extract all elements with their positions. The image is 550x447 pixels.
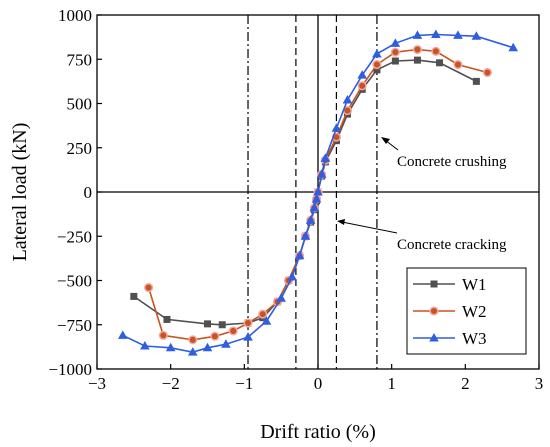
- data-point-w2-3: [210, 331, 220, 341]
- data-point-w1-22: [436, 59, 444, 67]
- data-point-w2-1: [158, 330, 168, 340]
- data-point-w3-23: [412, 30, 423, 39]
- data-point-w3-5: [221, 339, 231, 348]
- legend-items: W1 W2 W3: [413, 275, 487, 348]
- data-point-w3-27: [508, 42, 519, 52]
- data-point-w1-3: [218, 321, 226, 329]
- data-point-w3-24: [431, 29, 441, 38]
- data-point-w2-4: [228, 326, 238, 336]
- data-point-w3-11: [300, 231, 311, 240]
- x-tick-label-0: −3: [88, 374, 106, 393]
- annotation-cracking-arrowhead: [337, 219, 345, 225]
- data-point-w1-1: [163, 315, 171, 323]
- ticks: −3 −2 −1 0 1 2 3 −1000 −750 −500 −250 0 250 500 750 100…: [48, 6, 543, 393]
- data-point-w1-2: [204, 320, 211, 328]
- data-point-w2-2: [188, 335, 198, 345]
- data-point-w3-22: [390, 38, 401, 47]
- data-point-w2-6: [258, 309, 268, 319]
- legend: W1 W2 W3: [406, 267, 527, 355]
- data-point-w3-19: [342, 94, 353, 104]
- data-point-w1-0: [130, 292, 138, 300]
- data-point-w2-22: [412, 44, 423, 55]
- data-point-w3-6: [243, 332, 253, 341]
- y-tick-label-1: −750: [57, 316, 92, 335]
- y-tick-label-5: 250: [67, 139, 93, 158]
- data-point-w2-0: [144, 283, 154, 293]
- series-layer: [117, 29, 519, 356]
- x-tick-label-1: −2: [162, 374, 180, 393]
- data-point-w2-24: [453, 60, 463, 70]
- x-tick-label-5: 2: [461, 374, 470, 393]
- data-point-w3-0: [117, 330, 128, 339]
- legend-label-w1: W1: [462, 275, 487, 294]
- legend-label-w2: W2: [462, 302, 487, 321]
- data-point-w3-15: [313, 187, 323, 196]
- x-tick-label-2: −1: [235, 374, 253, 393]
- data-point-w3-25: [453, 30, 463, 39]
- y-tick-label-3: −250: [57, 227, 92, 246]
- y-axis-label: Lateral load (kN): [9, 123, 31, 262]
- series-w3: [117, 29, 519, 356]
- annotation-cracking: Concrete cracking: [337, 219, 507, 253]
- annotation-crushing-text: Concrete crushing: [397, 154, 507, 170]
- data-point-w3-21: [372, 48, 382, 58]
- y-tick-label-7: 750: [67, 50, 93, 69]
- y-tick-label-0: −1000: [48, 360, 92, 379]
- data-point-w3-20: [357, 70, 367, 79]
- annotation-crushing-arrowhead: [381, 137, 390, 144]
- data-point-w3-2: [165, 342, 176, 352]
- data-point-w2-19: [357, 81, 367, 91]
- data-point-w2-25: [482, 67, 492, 78]
- data-point-w3-8: [276, 293, 286, 302]
- legend-label-w3: W3: [462, 329, 487, 348]
- data-point-w3-9: [287, 271, 298, 281]
- y-tick-label-2: −500: [57, 272, 92, 291]
- data-point-w2-23: [431, 46, 441, 56]
- data-point-w3-7: [261, 316, 272, 325]
- data-point-w2-21: [390, 47, 400, 57]
- data-point-w3-10: [294, 250, 305, 260]
- data-point-w3-13: [309, 202, 320, 212]
- data-point-w3-26: [471, 31, 482, 40]
- data-point-w1-19: [373, 66, 381, 74]
- y-tick-label-4: 0: [84, 183, 93, 202]
- data-point-w3-16: [316, 169, 327, 178]
- series-line-w3: [122, 33, 514, 354]
- data-point-w2-5: [243, 318, 253, 328]
- data-point-w3-14: [311, 194, 322, 203]
- x-tick-label-6: 3: [535, 374, 544, 393]
- legend-marker-w1: [430, 280, 438, 288]
- x-tick-label-4: 1: [387, 374, 396, 393]
- data-point-w3-18: [331, 123, 342, 132]
- data-point-w3-3: [187, 347, 198, 356]
- annotation-cracking-text: Concrete cracking: [397, 237, 507, 253]
- data-point-w3-17: [320, 153, 331, 162]
- annotation-cracking-leader: [341, 221, 398, 234]
- x-axis-label: Drift ratio (%): [260, 421, 376, 443]
- data-point-w3-1: [140, 340, 150, 350]
- data-point-w1-21: [413, 56, 421, 64]
- y-tick-label-8: 1000: [58, 6, 92, 25]
- y-tick-label-6: 500: [67, 95, 93, 114]
- data-point-w3-4: [202, 342, 213, 352]
- legend-marker-w3: [429, 333, 439, 342]
- data-point-w2-20: [372, 60, 382, 70]
- annotation-crushing: Concrete crushing: [381, 137, 507, 170]
- data-point-w1-20: [391, 57, 399, 65]
- legend-marker-w2: [429, 306, 439, 316]
- data-point-w1-23: [472, 77, 480, 85]
- data-point-w3-12: [305, 215, 316, 224]
- x-tick-label-3: 0: [314, 374, 323, 393]
